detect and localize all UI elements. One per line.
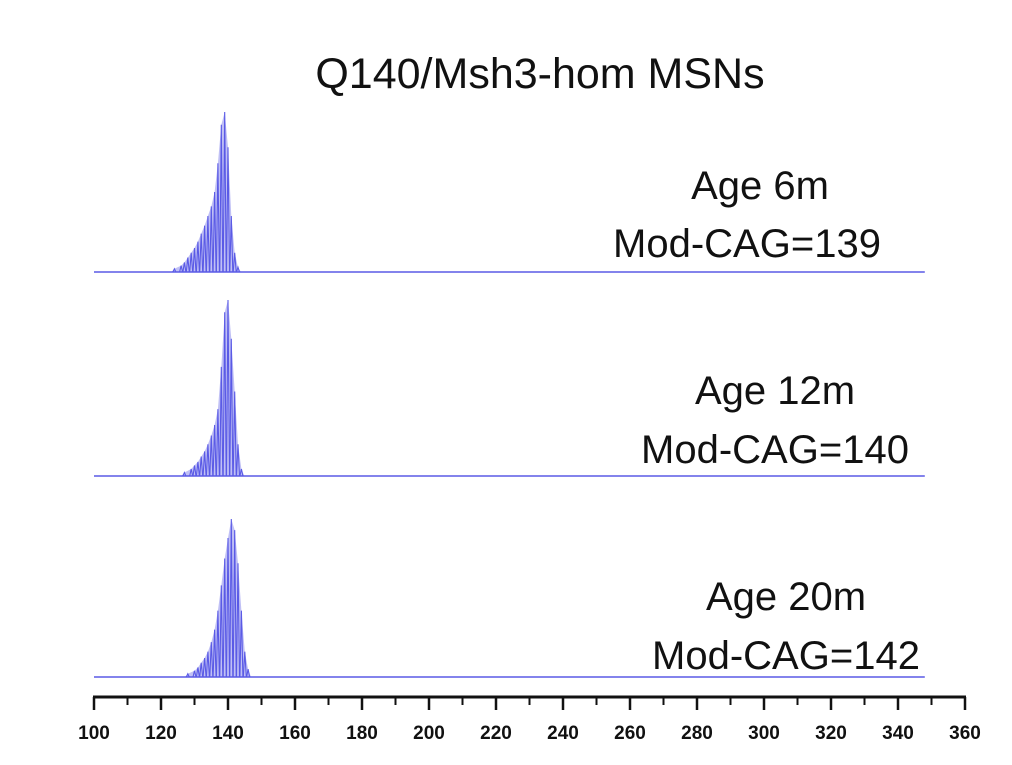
peak bbox=[235, 563, 241, 678]
peak bbox=[239, 610, 244, 678]
peak bbox=[192, 247, 197, 273]
peak bbox=[225, 299, 231, 477]
x-tick-label: 340 bbox=[882, 723, 914, 744]
panel-6m: Age 6m Mod-CAG=139 bbox=[94, 111, 925, 273]
peak bbox=[185, 672, 190, 678]
x-tick-label: 220 bbox=[480, 723, 512, 744]
peak bbox=[219, 366, 224, 477]
peak bbox=[215, 610, 220, 678]
peak bbox=[215, 409, 220, 477]
x-tick-label: 180 bbox=[346, 723, 378, 744]
peak bbox=[229, 518, 234, 678]
peak bbox=[189, 252, 194, 273]
peak bbox=[182, 471, 187, 477]
peak bbox=[229, 215, 234, 273]
x-tick-label: 280 bbox=[681, 723, 713, 744]
peak bbox=[212, 424, 217, 477]
peak bbox=[185, 257, 190, 273]
peak bbox=[229, 338, 234, 477]
peak bbox=[199, 456, 204, 477]
peak bbox=[205, 444, 210, 477]
panel-20m: Age 20m Mod-CAG=142 bbox=[94, 518, 925, 678]
peak bbox=[219, 585, 224, 678]
peak bbox=[209, 642, 214, 678]
peak bbox=[192, 670, 197, 678]
x-tick-label: 160 bbox=[279, 723, 311, 744]
peak bbox=[202, 451, 207, 477]
peak bbox=[195, 241, 200, 273]
peak bbox=[242, 651, 247, 678]
peak bbox=[199, 662, 204, 678]
panel-age-label: Age 20m bbox=[706, 575, 866, 619]
peak bbox=[232, 391, 237, 477]
x-tick-label: 260 bbox=[614, 723, 646, 744]
peak bbox=[205, 215, 210, 273]
peak bbox=[205, 651, 210, 678]
x-tick-label: 360 bbox=[949, 723, 981, 744]
peak bbox=[222, 558, 227, 678]
panel-age-label: Age 6m bbox=[691, 164, 829, 208]
peak bbox=[235, 265, 241, 273]
peak bbox=[195, 667, 200, 678]
peak bbox=[209, 435, 214, 477]
peak bbox=[235, 444, 241, 477]
peak bbox=[179, 265, 184, 273]
peak bbox=[202, 657, 207, 678]
trace-12m bbox=[94, 299, 925, 477]
peak-envelope bbox=[184, 519, 252, 677]
x-axis: 100 120 140 160 180 200 220 240 260 280 300 320 340 3… bbox=[78, 695, 981, 744]
peak bbox=[209, 206, 214, 273]
peak bbox=[232, 530, 237, 678]
peak bbox=[212, 629, 217, 678]
panel-age-label: Age 12m bbox=[695, 369, 855, 413]
x-tick-label: 200 bbox=[413, 723, 445, 744]
peak bbox=[225, 537, 231, 678]
peak bbox=[199, 233, 204, 273]
peak bbox=[182, 262, 187, 273]
panel-12m: Age 12m Mod-CAG=140 bbox=[94, 299, 925, 477]
trace-20m bbox=[94, 518, 925, 678]
x-tick-label: 240 bbox=[547, 723, 579, 744]
panel-modal-cag-label: Mod-CAG=142 bbox=[652, 634, 920, 678]
x-tick-label: 120 bbox=[145, 723, 177, 744]
peak bbox=[222, 111, 227, 273]
x-tick-label: 100 bbox=[78, 723, 110, 744]
peak bbox=[225, 147, 231, 273]
peak bbox=[195, 461, 200, 477]
x-tick-label: 320 bbox=[815, 723, 847, 744]
peak bbox=[212, 191, 217, 273]
peak bbox=[239, 468, 244, 477]
peak bbox=[232, 252, 237, 273]
peak bbox=[222, 312, 227, 477]
peak bbox=[202, 225, 207, 273]
peak bbox=[215, 163, 220, 273]
peak bbox=[172, 267, 177, 273]
panel-modal-cag-label: Mod-CAG=140 bbox=[641, 428, 909, 472]
peak bbox=[246, 668, 251, 678]
peak bbox=[219, 124, 224, 273]
trace-6m bbox=[94, 111, 925, 273]
chart-title: Q140/Msh3-hom MSNs bbox=[315, 50, 764, 98]
peak-envelope bbox=[181, 300, 245, 476]
peak bbox=[192, 465, 197, 477]
x-tick-label: 300 bbox=[748, 723, 780, 744]
peak bbox=[189, 468, 194, 477]
panel-modal-cag-label: Mod-CAG=139 bbox=[613, 222, 881, 266]
x-tick-label: 140 bbox=[212, 723, 244, 744]
